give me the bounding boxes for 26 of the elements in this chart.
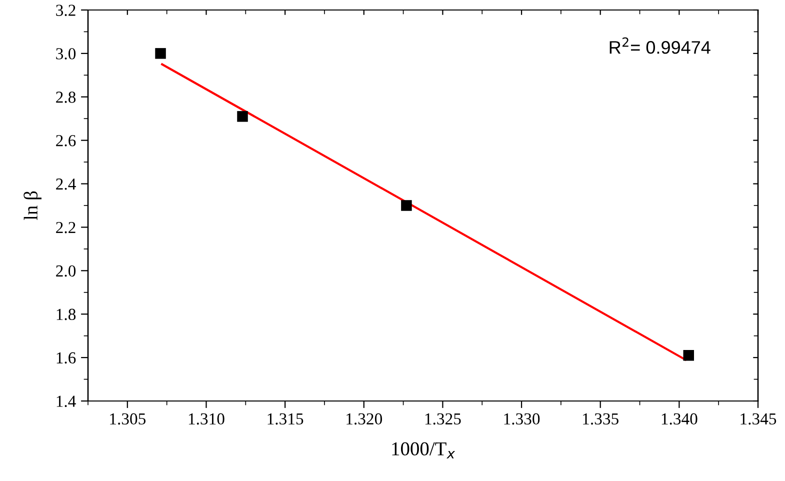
y-tick-label: 2.0	[56, 265, 76, 277]
y-tick-label: 2.8	[56, 92, 76, 103]
point	[237, 111, 248, 122]
y-tick-label: 3.0	[56, 48, 76, 60]
x-tick-label: 1.340	[662, 413, 698, 425]
y-tick-label: 2.4	[56, 178, 76, 190]
x-tick-label: 1.305	[110, 413, 146, 425]
y-tick-label: 2.6	[56, 135, 76, 146]
y-tick-label: 2.2	[56, 222, 76, 234]
point	[401, 200, 412, 211]
y-tick-label: 3.2	[56, 4, 76, 16]
x-tick-label: 1.325	[425, 413, 461, 425]
x-tick-label: 1.345	[740, 413, 776, 425]
point	[155, 48, 166, 59]
x-tick-label: 1.335	[583, 413, 618, 425]
point	[683, 350, 694, 361]
y-tick-label: 1.4	[56, 396, 76, 408]
y-tick-label: 1.8	[56, 308, 76, 320]
x-tick-label: 1.315	[268, 413, 304, 425]
annotation: R$^{2}$= 0.99474	[610, 37, 710, 54]
y-tick-label: 1.6	[56, 352, 76, 364]
x-tick-label: 1.330	[504, 413, 540, 425]
x-tick-label: 1.310	[188, 413, 224, 425]
x-axis-title: 1000/T$_{x}$	[392, 442, 456, 458]
x-tick-label: 1.320	[346, 413, 382, 425]
y-axis-title: ln β	[24, 191, 42, 220]
